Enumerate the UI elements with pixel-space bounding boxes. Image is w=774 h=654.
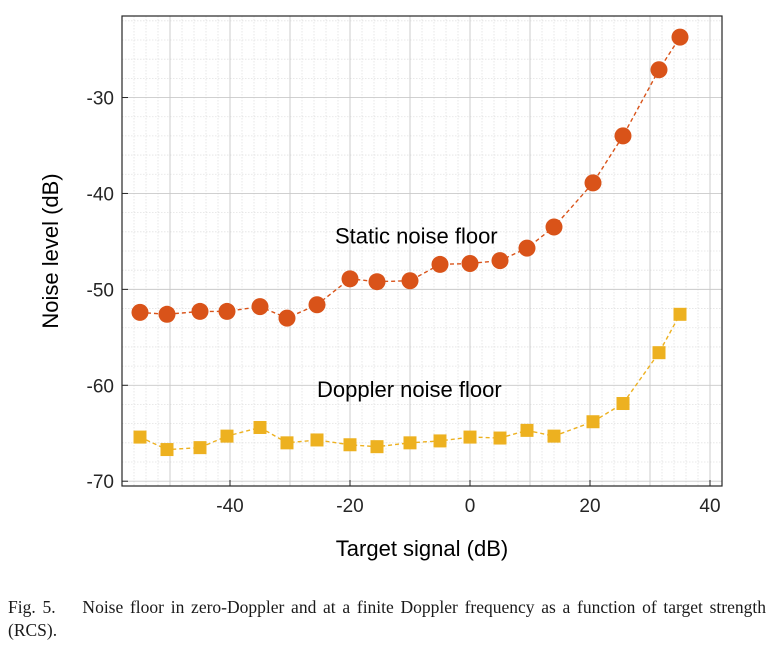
doppler-noise-point: [133, 430, 147, 444]
x-tick-label: -20: [336, 496, 363, 517]
tick-labels: -40 -20 0 20 40 -70 -60 -50 -40 -30: [87, 89, 721, 517]
doppler-noise-point: [310, 433, 324, 447]
x-axis-label: Target signal (dB): [336, 536, 508, 561]
doppler-noise-point: [586, 415, 600, 429]
static-noise-point: [131, 303, 149, 321]
doppler-noise-point: [253, 420, 267, 434]
y-tick-label: -50: [87, 280, 114, 301]
static-noise-point: [431, 255, 449, 273]
static-noise-point: [545, 218, 563, 236]
doppler-noise-point: [520, 423, 534, 437]
static-noise-point: [584, 174, 602, 192]
static-noise-point: [278, 309, 296, 327]
doppler-noise-point: [616, 397, 630, 411]
doppler-noise-point: [160, 443, 174, 457]
series-markers: [131, 28, 689, 457]
static-noise-point: [650, 61, 668, 79]
y-tick-label: -70: [87, 472, 114, 493]
doppler-noise-point: [193, 441, 207, 455]
static-noise-point: [191, 302, 209, 320]
static-noise-point: [308, 296, 326, 314]
minor-grid: [122, 16, 723, 486]
doppler-noise-point: [403, 436, 417, 450]
y-axis-label: Noise level (dB): [38, 173, 63, 328]
x-tick-label: 0: [465, 496, 476, 517]
doppler-noise-point: [433, 434, 447, 448]
x-tick-label: 20: [579, 496, 600, 517]
annotation-doppler-noise-floor: Doppler noise floor: [317, 377, 502, 402]
y-tick-label: -30: [87, 89, 114, 110]
axis-ticks: [122, 97, 711, 486]
annotation-static-noise-floor: Static noise floor: [335, 223, 498, 248]
doppler-noise-point: [220, 429, 234, 443]
y-tick-label: -60: [87, 376, 114, 397]
static-noise-point: [341, 270, 359, 288]
doppler-noise-point: [370, 440, 384, 454]
static-noise-point: [401, 272, 419, 290]
static-noise-point: [368, 273, 386, 291]
static-noise-point: [518, 239, 536, 257]
static-noise-point: [491, 252, 509, 270]
static-noise-point: [461, 254, 479, 272]
static-noise-point: [251, 298, 269, 316]
plot-frame: [121, 15, 723, 487]
static-noise-point: [671, 28, 689, 46]
doppler-noise-point: [652, 346, 666, 360]
static-noise-point: [614, 127, 632, 145]
doppler-noise-point: [463, 430, 477, 444]
doppler-noise-point: [343, 438, 357, 452]
doppler-noise-point: [547, 429, 561, 443]
x-tick-label: -40: [216, 496, 243, 517]
static-noise-point: [158, 305, 176, 323]
doppler-noise-point: [673, 307, 687, 321]
doppler-noise-point: [493, 431, 507, 445]
chart: -40 -20 0 20 40 -70 -60 -50 -40 -30 Static noise …: [38, 15, 723, 561]
y-tick-label: -40: [87, 184, 114, 205]
doppler-noise-point: [280, 436, 294, 450]
static-noise-point: [218, 302, 236, 320]
x-tick-label: 40: [699, 496, 720, 517]
figure-caption: Fig. 5. Noise floor in zero-Doppler and …: [8, 597, 771, 640]
